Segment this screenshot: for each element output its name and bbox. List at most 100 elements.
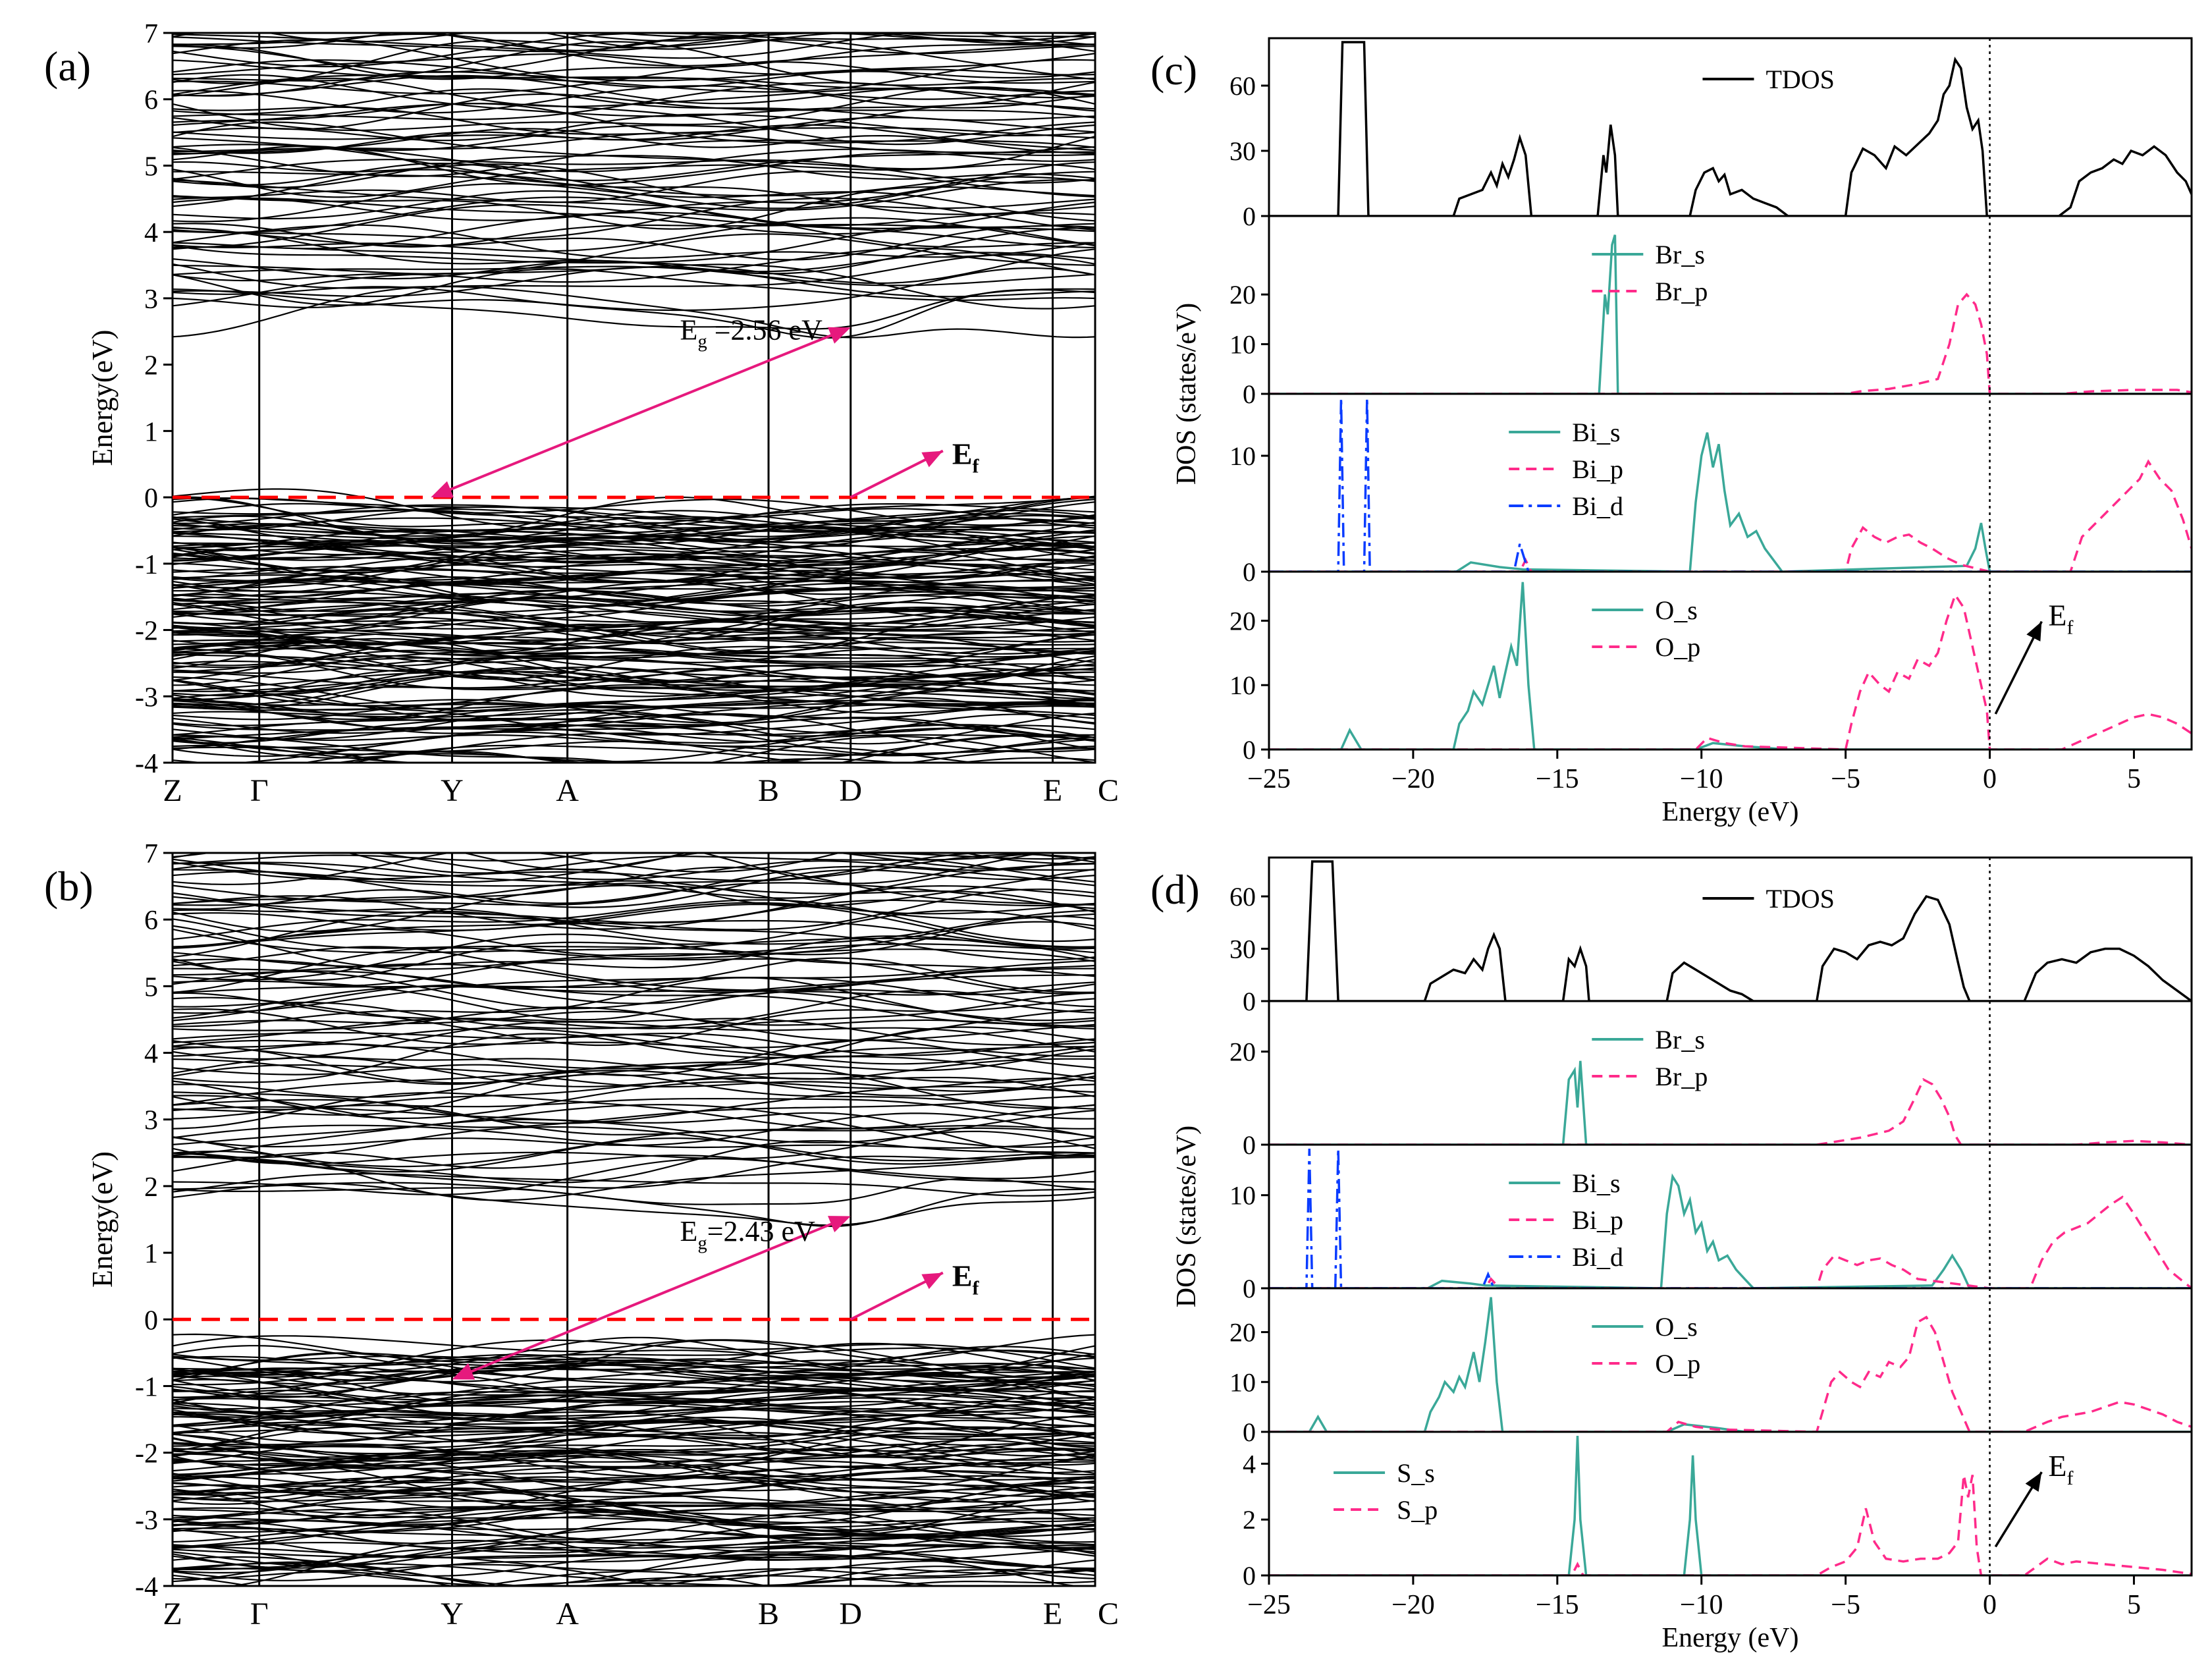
dos-series-Br_s [1269, 1060, 2192, 1145]
valence-band [173, 1370, 1095, 1396]
valence-band [173, 1407, 1095, 1442]
y-tick-label: 7 [144, 19, 158, 49]
dos-subplot: 0 10 20 Br_s Br_p [1229, 215, 2193, 409]
dos-series-S_s [1269, 1435, 2192, 1575]
legend-label-O_s: O_s [1655, 1312, 1697, 1342]
conduction-band [173, 957, 1095, 993]
y-tick-label: 0 [1243, 1130, 1256, 1160]
conduction-band [173, 1058, 1095, 1085]
valence-band [173, 1339, 1095, 1378]
valence-band [302, 750, 591, 763]
conduction-band [173, 77, 1095, 107]
y-tick-label: 60 [1229, 882, 1256, 912]
band-gap-arrowhead-cbm [828, 327, 851, 344]
conduction-band [173, 103, 1095, 146]
band-gap-value: =2.43 eV [707, 1215, 815, 1247]
conduction-band [173, 1155, 1095, 1189]
valence-band [173, 1336, 1095, 1376]
y-tick-label: 0 [1243, 557, 1256, 587]
valence-band [173, 506, 1095, 531]
legend-label-Bi_p: Bi_p [1572, 454, 1623, 484]
conduction-band [173, 970, 1095, 1004]
valence-band [173, 660, 1095, 697]
conduction-band [173, 233, 1095, 275]
valence-band [173, 668, 1095, 701]
valence-band [491, 1575, 942, 1586]
conduction-band [173, 948, 1095, 987]
conduction-band [173, 946, 1095, 991]
y-tick-label: 20 [1229, 606, 1256, 636]
panel-label: (c) [1150, 47, 1197, 94]
fermi-label: Ef [2048, 1449, 2073, 1489]
fermi-label-sub: f [2066, 1467, 2073, 1489]
x-tick-label: −20 [1391, 764, 1435, 794]
y-tick-label: 4 [144, 1039, 158, 1070]
conduction-band [173, 908, 1095, 945]
conduction-band [173, 933, 1095, 981]
valence-band [173, 674, 1095, 712]
valence-band [173, 1439, 1095, 1471]
band-gap-label-main: E [680, 314, 698, 346]
conduction-band [532, 853, 842, 873]
conduction-band [173, 862, 1095, 908]
valence-band [173, 1426, 1095, 1462]
x-tick-label: −25 [1247, 764, 1291, 794]
valence-band [173, 1339, 1095, 1379]
conduction-band [173, 0, 1095, 31]
valence-band [173, 717, 1095, 757]
subplot-frame [1268, 1431, 2193, 1577]
valence-band [173, 510, 1095, 545]
conduction-band [173, 853, 1095, 860]
fermi-arrowhead [2026, 621, 2042, 641]
valence-band [173, 1433, 1095, 1477]
band-gap-arrowhead-vbm [431, 481, 454, 498]
y-tick-label: 4 [144, 218, 158, 248]
kpoint-label-Z: Z [163, 773, 182, 808]
valence-band [173, 1347, 1095, 1365]
legend-label-O_p: O_p [1655, 1349, 1700, 1378]
y-tick-label: -1 [135, 1372, 158, 1402]
axes-frame [171, 852, 1096, 1587]
legend-label-Bi_p: Bi_p [1572, 1205, 1623, 1235]
band-structure-b: Z Γ Y A B D E C -4 -3 -2 -1 0 1 2 3 4 5 6 7 Energy(eV) Eg=2.4… [44, 839, 1119, 1631]
fermi-label-main: E [2048, 599, 2066, 632]
conduction-band [173, 217, 1095, 252]
conduction-band [173, 1010, 1095, 1041]
valence-band [173, 1490, 1095, 1533]
y-tick-label: 1 [144, 1239, 158, 1269]
dos-curves [1269, 1060, 2192, 1145]
kpoint-label-C: C [1098, 773, 1119, 808]
valence-band [173, 1465, 1095, 1505]
valence-band [173, 546, 1095, 589]
x-tick-label: 0 [1983, 764, 1997, 794]
conduction-band [173, 1046, 1095, 1084]
dos-series-TDOS [1269, 41, 2192, 216]
y-tick-label: -1 [135, 550, 158, 580]
conduction-band [173, 113, 1095, 142]
valence-band [173, 735, 1095, 763]
kpoint-label-Γ: Γ [250, 773, 269, 808]
conduction-band [173, 225, 1095, 264]
valence-band [173, 724, 1095, 756]
conduction-band [173, 1137, 1095, 1173]
y-tick-label: -2 [135, 1439, 158, 1469]
y-tick-label: -2 [135, 616, 158, 647]
valence-band [173, 697, 1095, 731]
valence-band [173, 574, 1095, 601]
fermi-arrowhead [921, 1272, 943, 1290]
conduction-band [173, 139, 1095, 177]
fermi-label: Ef [952, 437, 980, 478]
conduction-band [461, 853, 688, 871]
conduction-band [173, 162, 1095, 197]
kpoint-label-E: E [1043, 1597, 1062, 1631]
conduction-band [173, 1043, 1095, 1070]
kpoint-label-A: A [556, 1597, 579, 1631]
valence-band [173, 1544, 1095, 1571]
valence-band [173, 1333, 1095, 1365]
valence-band [173, 1385, 1095, 1424]
valence-band [173, 1553, 1095, 1581]
conduction-band [173, 1099, 1095, 1135]
valence-band [173, 1487, 1095, 1524]
y-tick-label: 20 [1229, 1318, 1256, 1348]
